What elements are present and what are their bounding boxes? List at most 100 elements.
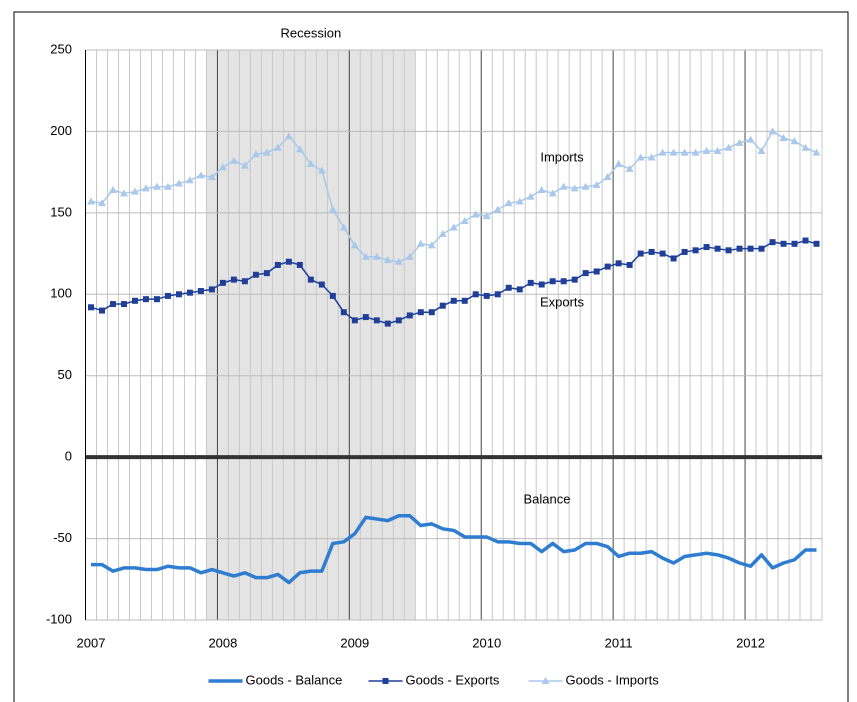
marker [307, 276, 314, 283]
x-tick-label: 2008 [208, 635, 237, 650]
marker [460, 217, 469, 224]
x-tick-label: 2007 [77, 635, 106, 650]
marker [527, 279, 534, 286]
y-tick-label: 0 [65, 449, 72, 464]
marker [186, 289, 193, 296]
marker [493, 205, 502, 213]
marker [681, 248, 688, 255]
marker [163, 182, 172, 190]
marker [120, 301, 127, 308]
marker [615, 260, 622, 267]
marker [174, 179, 183, 187]
marker [240, 161, 249, 169]
marker [626, 261, 633, 268]
marker [768, 127, 777, 135]
marker [549, 278, 556, 285]
marker [362, 314, 369, 321]
marker [625, 164, 634, 172]
marker [802, 237, 809, 244]
marker [515, 197, 524, 205]
marker [373, 317, 380, 324]
legend-label: Goods - Exports [406, 672, 500, 687]
marker [603, 173, 612, 181]
marker [208, 286, 215, 293]
marker [581, 182, 590, 190]
marker [251, 150, 260, 158]
marker [382, 678, 389, 684]
marker [571, 276, 578, 283]
marker [658, 148, 667, 156]
x-tick-label: 2012 [736, 635, 765, 650]
marker [229, 156, 238, 164]
marker [747, 245, 754, 252]
marker [791, 240, 798, 247]
marker [438, 230, 447, 238]
marker [241, 278, 248, 285]
legend-item: Goods - Exports [368, 672, 500, 687]
marker [185, 176, 194, 184]
marker [263, 270, 270, 277]
marker [427, 241, 436, 249]
marker [779, 133, 788, 141]
marker [614, 160, 623, 167]
marker [724, 143, 733, 151]
marker [108, 186, 117, 194]
marker [812, 148, 821, 156]
marker [746, 135, 755, 143]
marker [670, 255, 677, 262]
marker [592, 181, 601, 189]
marker [636, 153, 645, 161]
marker [339, 223, 348, 231]
marker [680, 148, 689, 156]
marker [725, 247, 732, 254]
marker [218, 163, 227, 171]
marker [648, 248, 655, 255]
marker [703, 244, 710, 251]
marker [285, 258, 292, 265]
marker [416, 239, 425, 247]
marker [801, 143, 810, 151]
legend-label: Goods - Balance [246, 672, 343, 687]
marker [504, 199, 513, 207]
marker [560, 278, 567, 285]
marker [318, 281, 325, 288]
marker [252, 271, 259, 278]
marker [450, 297, 457, 304]
marker [230, 276, 237, 283]
legend-label: Goods - Imports [566, 672, 660, 687]
series-line [90, 514, 817, 585]
marker [197, 288, 204, 295]
marker [736, 245, 743, 252]
x-tick-label: 2010 [472, 635, 501, 650]
marker [383, 256, 392, 264]
marker [273, 143, 282, 151]
marker [439, 302, 446, 309]
marker [141, 184, 150, 192]
y-tick-label: 150 [50, 204, 72, 219]
marker [559, 182, 568, 190]
marker [548, 189, 557, 197]
marker [769, 239, 776, 246]
marker [219, 279, 226, 286]
marker [328, 205, 337, 213]
marker [164, 292, 171, 299]
marker [406, 312, 413, 319]
marker [570, 184, 579, 192]
marker [131, 297, 138, 304]
marker [417, 309, 424, 316]
marker [714, 245, 721, 252]
marker [582, 270, 589, 277]
marker [284, 132, 293, 140]
marker [538, 281, 545, 288]
marker [395, 317, 402, 324]
marker [659, 250, 666, 257]
y-tick-label: -50 [53, 530, 72, 545]
marker [449, 223, 458, 231]
recession-label: Recession [280, 25, 341, 40]
y-tick-label: 200 [50, 123, 72, 138]
marker [274, 261, 281, 268]
marker [262, 148, 271, 156]
marker [702, 146, 711, 154]
marker [537, 186, 546, 194]
